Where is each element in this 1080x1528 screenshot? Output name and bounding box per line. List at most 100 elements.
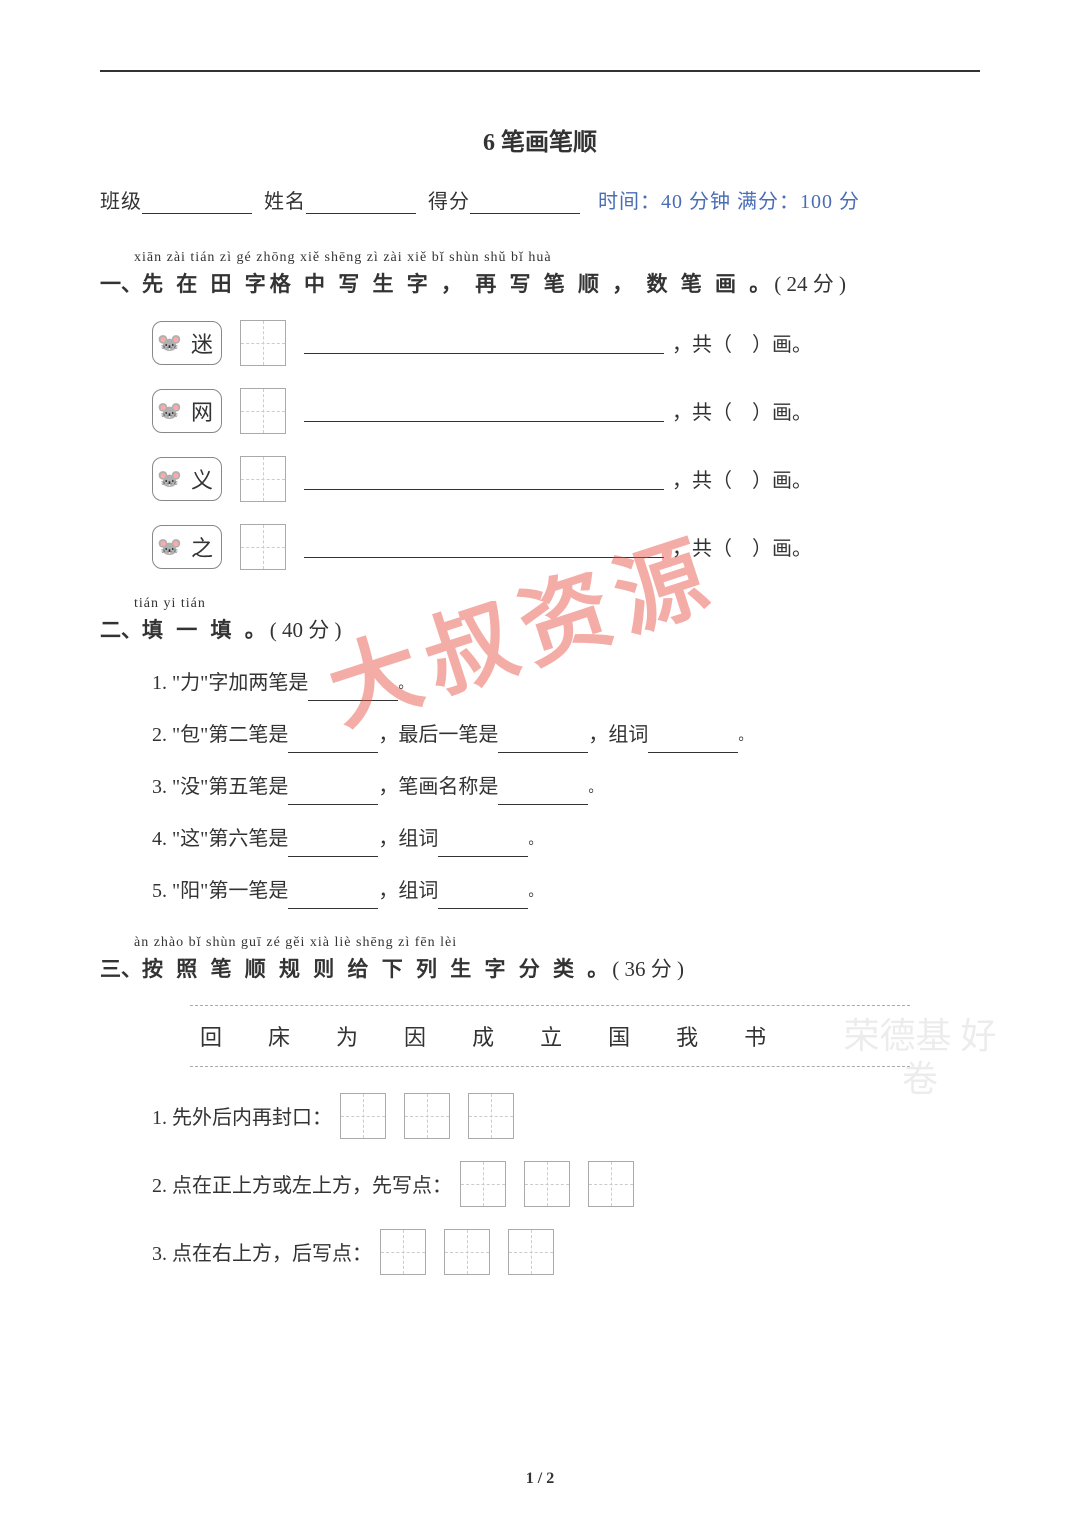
item-text: ，组词 bbox=[378, 880, 438, 902]
sec2-prefix: 二、 bbox=[100, 618, 142, 642]
item-text: "力"字加两笔是 bbox=[172, 672, 308, 694]
fill-blank bbox=[288, 837, 378, 857]
fill-item: 1. "力"字加两笔是 。 bbox=[152, 665, 980, 701]
item-text: "这"第六笔是 bbox=[172, 828, 288, 850]
char-glyph: 网 bbox=[191, 395, 213, 427]
fill-item: 5. "阳"第一笔是 ，组词 。 bbox=[152, 873, 980, 909]
mouse-icon: 🐭 bbox=[157, 330, 182, 355]
class-label: 班级 bbox=[100, 191, 142, 213]
period: 。 bbox=[398, 677, 412, 692]
period: 。 bbox=[528, 885, 542, 900]
char-badge: 🐭网 bbox=[152, 389, 222, 433]
page-number: 1 / 2 bbox=[0, 1470, 1080, 1488]
item-text: "没"第五笔是 bbox=[172, 776, 288, 798]
tian-box bbox=[444, 1229, 490, 1275]
tian-box bbox=[240, 456, 286, 502]
fill-blank bbox=[438, 889, 528, 909]
char-row: 🐭迷 ，共（ ）画。 bbox=[152, 320, 980, 366]
item-text: ，组词 bbox=[378, 828, 438, 850]
period: 。 bbox=[588, 781, 602, 796]
classify-label: 3. 点在右上方，后写点： bbox=[152, 1237, 372, 1266]
fill-blank bbox=[288, 733, 378, 753]
tian-box bbox=[468, 1093, 514, 1139]
mouse-icon: 🐭 bbox=[157, 398, 182, 423]
fill-blank bbox=[498, 785, 588, 805]
stroke-blank bbox=[304, 468, 664, 490]
mouse-icon: 🐭 bbox=[157, 534, 182, 559]
stroke-blank bbox=[304, 400, 664, 422]
section-3: àn zhào bǐ shùn guī zé gěi xià liè shēng… bbox=[100, 935, 980, 1275]
tian-box bbox=[588, 1161, 634, 1207]
name-blank bbox=[306, 192, 416, 214]
section-1: xiān zài tián zì gé zhōng xiě shēng zì z… bbox=[100, 250, 980, 570]
char-badge: 🐭义 bbox=[152, 457, 222, 501]
fill-blank bbox=[308, 681, 398, 701]
item-num: 5. bbox=[152, 880, 172, 902]
fill-item: 4. "这"第六笔是，组词。 bbox=[152, 821, 980, 857]
char-glyph: 之 bbox=[191, 531, 213, 563]
time-meta: 时间：40 分钟 满分：100 分 bbox=[598, 191, 860, 213]
char-row: 🐭义，共（ ）画。 bbox=[152, 456, 980, 502]
bank-char: 书 bbox=[744, 1020, 766, 1052]
fill-item: 2. "包"第二笔是，最后一笔是，组词。 bbox=[152, 717, 980, 753]
classify-label: 1. 先外后内再封口： bbox=[152, 1101, 332, 1130]
stroke-blank bbox=[304, 332, 664, 354]
tian-box bbox=[240, 524, 286, 570]
section3-pinyin: àn zhào bǐ shùn guī zé gěi xià liè shēng… bbox=[134, 935, 980, 951]
sec3-cn: 按 照 笔 顺 规 则 给 下 列 生 字 分 类 。 bbox=[142, 957, 612, 981]
sec3-score: ( 36 分 ) bbox=[612, 957, 684, 981]
stroke-blank bbox=[304, 536, 664, 558]
item-num: 2. bbox=[152, 724, 172, 746]
tian-box bbox=[340, 1093, 386, 1139]
char-badge: 🐭之 bbox=[152, 525, 222, 569]
bank-char: 为 bbox=[336, 1020, 358, 1052]
info-line: 班级 姓名 得分 时间：40 分钟 满分：100 分 bbox=[100, 185, 980, 214]
char-badge: 🐭迷 bbox=[152, 321, 222, 365]
item-text: ，笔画名称是 bbox=[378, 776, 498, 798]
tail-text: ，共（ ）画。 bbox=[672, 532, 812, 561]
page-number-text: 1 / 2 bbox=[526, 1470, 554, 1487]
fill-blank bbox=[288, 889, 378, 909]
score-blank bbox=[470, 192, 580, 214]
classify-row: 1. 先外后内再封口： bbox=[152, 1093, 980, 1139]
section3-heading: 三、按 照 笔 顺 规 则 给 下 列 生 字 分 类 。( 36 分 ) bbox=[100, 953, 980, 987]
score-label: 得分 bbox=[428, 191, 470, 213]
char-glyph: 义 bbox=[191, 463, 213, 495]
bank-char: 立 bbox=[540, 1020, 562, 1052]
bank-char: 回 bbox=[200, 1020, 222, 1052]
sec3-prefix: 三、 bbox=[100, 957, 142, 981]
bank-char: 国 bbox=[608, 1020, 630, 1052]
bank-char: 床 bbox=[268, 1020, 290, 1052]
fill-blank bbox=[648, 733, 738, 753]
section1-pinyin: xiān zài tián zì gé zhōng xiě shēng zì z… bbox=[134, 250, 980, 266]
item-text: ，最后一笔是 bbox=[378, 724, 498, 746]
tail-text: ，共（ ）画。 bbox=[672, 328, 812, 357]
tian-box bbox=[460, 1161, 506, 1207]
class-blank bbox=[142, 192, 252, 214]
mouse-icon: 🐭 bbox=[157, 466, 182, 491]
tail-text: ，共（ ）画。 bbox=[672, 396, 812, 425]
sec2-score: ( 40 分 ) bbox=[270, 618, 342, 642]
section-2: tián yi tián 二、填 一 填 。( 40 分 ) 1. "力"字加两… bbox=[100, 596, 980, 910]
tail-text: ，共（ ）画。 bbox=[672, 464, 812, 493]
sec1-cn: 先 在 田 字格 中 写 生 字 ， 再 写 笔 顺 ， 数 笔 画 。 bbox=[142, 272, 774, 296]
item-num: 1. bbox=[152, 672, 172, 694]
sec2-cn: 填 一 填 。 bbox=[142, 618, 270, 642]
item-num: 4. bbox=[152, 828, 172, 850]
tian-box bbox=[240, 388, 286, 434]
fill-blank bbox=[498, 733, 588, 753]
tian-box bbox=[508, 1229, 554, 1275]
char-bank: 回床为因成立国我书 bbox=[190, 1005, 910, 1067]
name-label: 姓名 bbox=[264, 191, 306, 213]
bank-char: 我 bbox=[676, 1020, 698, 1052]
char-row: 🐭网，共（ ）画。 bbox=[152, 388, 980, 434]
page-title: 6 笔画笔顺 bbox=[100, 122, 980, 157]
tian-box bbox=[380, 1229, 426, 1275]
section2-pinyin: tián yi tián bbox=[134, 596, 980, 612]
item-num: 3. bbox=[152, 776, 172, 798]
top-rule bbox=[100, 70, 980, 72]
item-text: "阳"第一笔是 bbox=[172, 880, 288, 902]
item-text: ，组词 bbox=[588, 724, 648, 746]
section2-heading: 二、填 一 填 。( 40 分 ) bbox=[100, 614, 980, 648]
tian-box bbox=[240, 320, 286, 366]
